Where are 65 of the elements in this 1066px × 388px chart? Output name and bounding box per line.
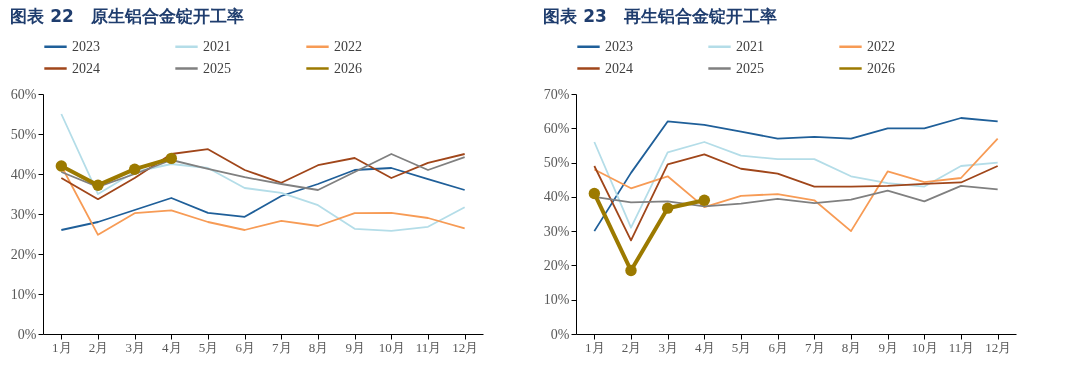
line-series [60, 113, 466, 232]
y-tick-label: 20% [10, 246, 37, 262]
legend-label: 2026 [334, 60, 362, 76]
legend-label: 2026 [867, 60, 895, 76]
x-tick-label: 11月 [948, 339, 975, 355]
legend-label: 2025 [736, 60, 764, 76]
y-tick-label: 50% [10, 126, 37, 142]
y-tick-label: 70% [543, 86, 570, 102]
legend-label: 2023 [72, 38, 100, 54]
line-series [593, 153, 999, 242]
y-tick-label: 60% [10, 86, 37, 102]
x-tick-label: 10月 [378, 339, 405, 355]
y-tick-label: 30% [10, 206, 37, 222]
x-tick-label: 11月 [415, 339, 442, 355]
y-tick-label: 60% [543, 120, 570, 136]
x-tick-label: 9月 [878, 339, 898, 355]
x-tick-label: 7月 [272, 339, 292, 355]
y-tick-label: 0% [550, 326, 570, 342]
x-tick-label: 4月 [695, 339, 715, 355]
point [661, 202, 674, 214]
y-tick-label: 20% [543, 257, 570, 273]
x-tick-label: 12月 [985, 339, 1012, 355]
x-tick-label: 6月 [768, 339, 788, 355]
x-tick-label: 8月 [841, 339, 862, 355]
x-tick-label: 5月 [731, 339, 752, 355]
x-tick-label: 9月 [345, 339, 365, 355]
x-tick-label: 1月 [585, 339, 605, 355]
x-tick-label: 5月 [198, 339, 219, 355]
x-tick-label: 10月 [911, 339, 938, 355]
chart-title: 图表 22 原生铝合金锭开工率 [10, 6, 244, 26]
x-tick-label: 6月 [235, 339, 255, 355]
line-series [593, 117, 999, 233]
legend-label: 2025 [203, 60, 231, 76]
x-tick-label: 1月 [52, 339, 72, 355]
y-tick-label: 40% [10, 166, 37, 182]
point [698, 194, 711, 206]
y-tick-label: 50% [543, 155, 570, 171]
legend-label: 2024 [72, 60, 100, 76]
line-series [60, 148, 466, 201]
x-tick-label: 2月 [621, 339, 642, 355]
y-tick-label: 30% [543, 223, 570, 239]
x-tick-label: 3月 [125, 339, 145, 355]
x-tick-label: 4月 [162, 339, 182, 355]
legend-label: 2022 [867, 38, 895, 54]
legend-label: 2024 [605, 60, 633, 76]
x-tick-label: 7月 [805, 339, 825, 355]
y-tick-label: 10% [543, 292, 570, 308]
point [55, 160, 68, 172]
legend-label: 2022 [334, 38, 362, 54]
chart-title: 图表 23 再生铝合金锭开工率 [543, 6, 777, 26]
point [625, 264, 637, 277]
x-tick-label: 3月 [658, 339, 678, 355]
legend-label: 2021 [203, 38, 231, 54]
legend-label: 2021 [736, 38, 764, 54]
y-tick-label: 40% [543, 189, 570, 205]
point [92, 179, 104, 191]
y-tick-label: 10% [10, 286, 37, 302]
point [165, 152, 178, 165]
x-tick-label: 8月 [308, 339, 329, 355]
x-tick-label: 12月 [452, 339, 479, 355]
legend-label: 2023 [605, 38, 633, 54]
y-tick-label: 0% [17, 326, 37, 342]
point [128, 163, 141, 175]
x-tick-label: 2月 [88, 339, 109, 355]
point [588, 187, 601, 200]
